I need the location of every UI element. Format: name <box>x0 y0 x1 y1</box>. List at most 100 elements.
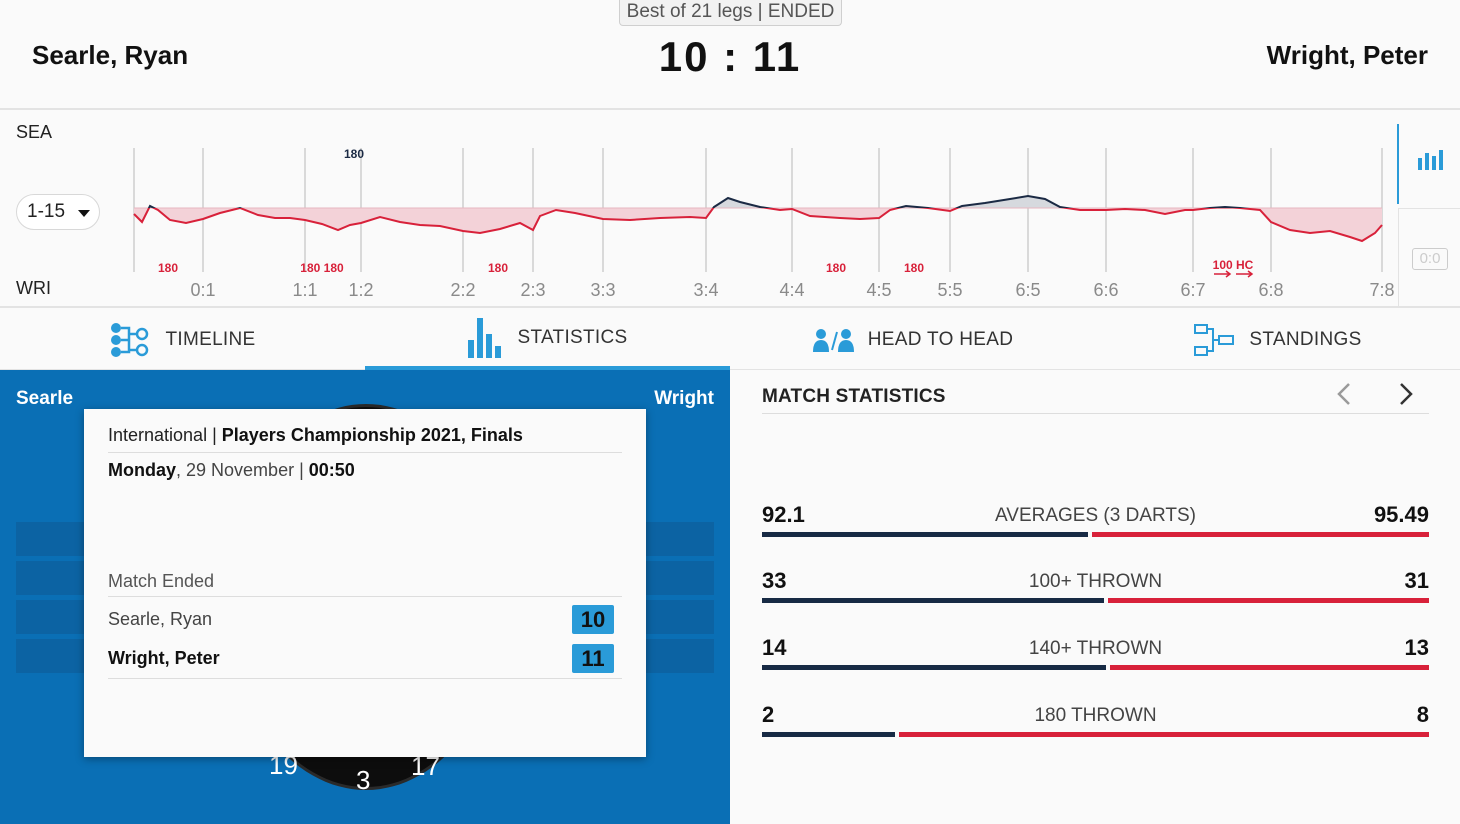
leg-label: 6:6 <box>1093 280 1118 300</box>
stat-bar-right <box>1108 598 1429 603</box>
wri-momentum-line <box>133 208 1383 243</box>
head-to-head-icon <box>812 329 854 352</box>
card-player-row: Searle, Ryan 10 <box>108 599 622 639</box>
event-category: International <box>108 425 208 445</box>
leg-label: 3:3 <box>590 280 615 300</box>
leg-range-select[interactable]: 1-15 <box>16 194 100 230</box>
match-info-panel: Searle Wright 19 3 17 International | Pl… <box>0 370 730 824</box>
stat-bar-right <box>1092 532 1429 537</box>
stat-bar-left <box>762 532 1088 537</box>
tab-timeline[interactable]: TIMELINE <box>0 310 365 370</box>
leg-label: 6:7 <box>1180 280 1205 300</box>
stat-label: AVERAGES (3 DARTS) <box>995 505 1196 526</box>
leg-label: 2:2 <box>450 280 475 300</box>
event-date: , 29 November | <box>176 460 309 480</box>
tab-standings-label: STANDINGS <box>1249 329 1362 350</box>
leg-label: 6:8 <box>1258 280 1283 300</box>
stat-bar-left <box>762 598 1104 603</box>
wri-marker: 100 HC <box>1213 258 1254 272</box>
card-player-score: 10 <box>572 604 614 634</box>
event-name: Players Championship 2021, Finals <box>221 425 523 445</box>
player-left-name: Searle, Ryan <box>32 40 189 70</box>
stat-bar-right <box>899 732 1429 737</box>
stat-label: 100+ THROWN <box>1028 571 1163 592</box>
tab-standings[interactable]: STANDINGS <box>1095 310 1460 370</box>
chevron-right-icon[interactable] <box>1398 382 1414 406</box>
tab-bar: TIMELINE STATISTICS HEAD TO HEAD <box>0 310 1460 370</box>
event-line: International | Players Championship 202… <box>108 425 622 453</box>
event-datetime: Monday, 29 November | 00:50 <box>108 460 355 481</box>
card-player-row-winner: Wright, Peter 11 <box>108 639 622 679</box>
card-player-score: 11 <box>572 644 614 673</box>
leg-range-value: 1-15 <box>27 201 66 222</box>
stat-label: 140+ THROWN <box>1028 638 1163 659</box>
wri-marker: 180 <box>904 261 924 275</box>
stat-row: 33 100+ THROWN 31 <box>762 568 1429 608</box>
stat-left-value: 2 <box>762 702 775 727</box>
tab-head-to-head-label: HEAD TO HEAD <box>867 329 1014 350</box>
stat-bar-right <box>1110 665 1429 670</box>
match-score: 10 : 11 <box>658 33 802 80</box>
stat-left-value: 92.1 <box>762 502 805 527</box>
checkout-arrow-icon <box>1214 270 1254 278</box>
card-player-name: Searle, Ryan <box>108 608 213 629</box>
event-time: 00:50 <box>308 460 355 480</box>
stat-left-value: 14 <box>762 635 787 660</box>
match-info-card: International | Players Championship 202… <box>84 409 646 757</box>
momentum-chart-area: SEA WRI 1-15 0:1 1:1 1:2 2:2 2:3 3:3 3:4 4:4 4:5… <box>0 112 1460 308</box>
tab-timeline-label: TIMELINE <box>165 329 256 350</box>
tab-head-to-head[interactable]: HEAD TO HEAD <box>730 310 1095 370</box>
caret-down-icon <box>78 210 90 217</box>
leg-label: 1:2 <box>348 280 373 300</box>
match-format-badge: Best of 21 legs | ENDED <box>619 0 842 26</box>
momentum-chart: 0:1 1:1 1:2 2:2 2:3 3:3 3:4 4:4 4:5 5:5 6:5 6:6 6:7 6… <box>133 147 1395 300</box>
sea-momentum-line <box>147 194 1251 208</box>
match-status: Match Ended <box>108 571 622 597</box>
stat-left-value: 33 <box>762 568 787 593</box>
leg-label: 2:3 <box>520 280 545 300</box>
chart-label-top: SEA <box>16 122 53 142</box>
sea-180-marker: 180 <box>344 147 364 161</box>
leg-label: 1:1 <box>292 280 317 300</box>
stat-right-value: 13 <box>1404 635 1429 660</box>
stat-label: 180 THROWN <box>1034 705 1157 726</box>
tab-statistics-label: STATISTICS <box>517 327 628 348</box>
bar-chart-icon[interactable] <box>1418 148 1444 170</box>
card-player-name: Wright, Peter <box>108 648 220 668</box>
leg-label: 4:4 <box>779 280 804 300</box>
leg-label: 0:1 <box>190 280 215 300</box>
chart-label-bottom: WRI <box>16 278 51 298</box>
stat-row: 14 140+ THROWN 13 <box>762 635 1429 675</box>
timeline-icon <box>111 323 149 357</box>
dart-number: 3 <box>356 765 371 795</box>
mini-score: 0:0 <box>1412 248 1448 270</box>
event-day: Monday <box>108 460 177 480</box>
match-statistics-panel: MATCH STATISTICS 92.1 AVERAGES (3 DARTS) 9… <box>730 370 1460 824</box>
stat-bar-left <box>762 665 1106 670</box>
player-right-name: Wright, Peter <box>1266 40 1428 70</box>
stat-right-value: 95.49 <box>1373 502 1429 527</box>
chart-side-divider <box>1397 124 1399 204</box>
leg-label: 3:4 <box>693 280 718 300</box>
leg-label: 4:5 <box>866 280 891 300</box>
stat-right-value: 8 <box>1416 702 1429 727</box>
panel-player-left: Searle <box>16 388 74 409</box>
stat-bar-left <box>762 732 895 737</box>
wri-marker: 180 <box>826 261 846 275</box>
wri-momentum-area <box>134 208 1382 241</box>
leg-label: 6:5 <box>1015 280 1040 300</box>
tab-statistics[interactable]: STATISTICS <box>365 310 730 370</box>
wri-marker: 180 <box>158 261 178 275</box>
leg-label: 7:8 <box>1369 280 1394 300</box>
wri-marker: 180 180 <box>300 261 344 275</box>
stat-right-value: 31 <box>1404 568 1429 593</box>
match-header: Best of 21 legs | ENDED Searle, Ryan 10 … <box>0 0 1460 110</box>
panel-player-right: Wright <box>654 388 714 409</box>
leg-label: 5:5 <box>937 280 962 300</box>
chart-side-panel <box>1398 208 1460 308</box>
stat-row: 2 180 THROWN 8 <box>762 702 1429 742</box>
standings-icon <box>1194 324 1235 356</box>
chevron-left-icon[interactable] <box>1336 382 1352 406</box>
bar-chart-icon <box>467 318 501 358</box>
